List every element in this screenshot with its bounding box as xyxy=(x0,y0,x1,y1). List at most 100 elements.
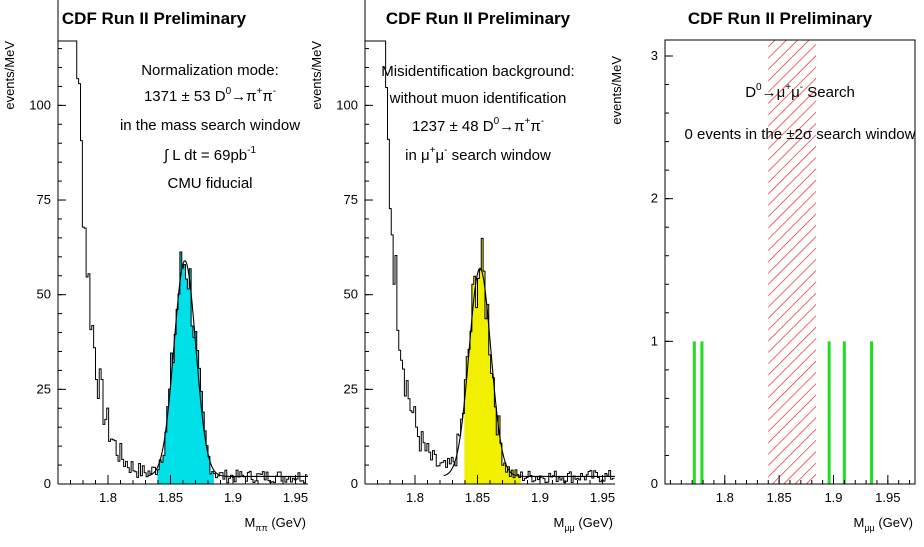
plot-title: CDF Run II Preliminary xyxy=(688,9,873,28)
signal-bin xyxy=(163,455,166,484)
signal-bin xyxy=(475,307,478,484)
signal-bin xyxy=(505,472,508,484)
y-tick-label: 3 xyxy=(651,48,658,63)
y-tick-label: 75 xyxy=(37,192,51,207)
y-tick-label: 1 xyxy=(651,333,658,348)
signal-bin xyxy=(168,389,171,484)
y-tick-label: 0 xyxy=(44,476,51,491)
annotation-line-4: in μ+μ- search window xyxy=(405,145,551,164)
signal-bin xyxy=(198,368,201,484)
x-tick-label: 1.95 xyxy=(283,490,308,505)
plot-panel-3: CDF Run II Preliminary events/MeV 0 1 2 3 1.8 1… xyxy=(609,9,916,533)
signal-bin xyxy=(200,391,203,484)
annotation-line-3: in the mass search window xyxy=(120,117,300,134)
signal-bin xyxy=(501,465,505,484)
signal-bin xyxy=(179,251,183,484)
x-tick-label: 1.8 xyxy=(716,490,734,505)
annotation-line-3: 1237 ± 48 D0→π+π- xyxy=(412,116,544,135)
y-tick-label: 25 xyxy=(344,381,358,396)
annotation-line-1: Normalization mode: xyxy=(141,62,279,79)
x-axis-label: Mμμ (GeV) xyxy=(853,515,913,533)
signal-bin xyxy=(509,476,512,484)
y-tick-label: 100 xyxy=(29,97,51,112)
signal-bin xyxy=(166,406,169,484)
signal-bin xyxy=(161,462,164,484)
signal-bin xyxy=(507,466,510,484)
signal-bin xyxy=(164,432,168,484)
signal-bin xyxy=(157,469,160,484)
signal-bin xyxy=(471,284,475,484)
y-tick-label: 25 xyxy=(37,381,51,396)
y-tick-label: 50 xyxy=(37,287,51,302)
signal-bin xyxy=(170,353,173,484)
signal-bin xyxy=(477,278,480,484)
plot-title: CDF Run II Preliminary xyxy=(62,9,247,28)
y-tick-label: 0 xyxy=(651,476,658,491)
signal-bin xyxy=(191,325,194,484)
signal-bin xyxy=(513,477,516,484)
x-tick-label: 1.85 xyxy=(766,490,791,505)
signal-bin xyxy=(185,279,188,484)
annotation-line-2: without muon identification xyxy=(389,90,567,107)
signal-bin xyxy=(498,415,501,484)
histogram-outline xyxy=(58,40,308,484)
y-axis-label: events/MeV xyxy=(609,56,624,125)
annotation-line-2: 1371 ± 53 D0→π+π- xyxy=(144,86,276,105)
y-tick-label: 50 xyxy=(344,287,358,302)
annotation-line-5: CMU fiducial xyxy=(167,175,252,192)
signal-bin xyxy=(174,334,177,484)
fit-curve xyxy=(443,267,615,477)
signal-bin xyxy=(181,268,184,484)
signal-bin xyxy=(204,430,207,484)
x-tick-label: 1.95 xyxy=(590,490,615,505)
x-tick-label: 1.9 xyxy=(824,490,842,505)
x-tick-label: 1.95 xyxy=(875,490,900,505)
signal-bin xyxy=(486,304,490,484)
signal-bin xyxy=(468,349,471,484)
annotation-line-2: 0 events in the ±2σ search window xyxy=(685,126,916,143)
x-tick-label: 1.9 xyxy=(531,490,549,505)
y-tick-label: 0 xyxy=(351,476,358,491)
x-axis-label: Mππ (GeV) xyxy=(244,515,306,533)
signal-bin xyxy=(187,288,190,484)
signal-bin xyxy=(500,443,503,484)
fit-curve xyxy=(147,260,308,477)
plot-panel-2: CDF Run II Preliminary events/MeV 0 25 50 75 1… xyxy=(309,0,615,533)
x-tick-label: 1.9 xyxy=(224,490,242,505)
signal-bin xyxy=(206,445,209,484)
signal-bin xyxy=(176,309,179,484)
annotation-line-4: ∫ L dt = 69pb-1 xyxy=(163,145,257,164)
annotation-line-1: Misidentification background: xyxy=(381,63,574,80)
annotation-line-1: D0→μ+μ- Search xyxy=(745,82,855,101)
signal-bin xyxy=(516,474,520,484)
signal-bin xyxy=(481,238,484,484)
signal-bin xyxy=(518,477,521,484)
signal-bin xyxy=(515,469,518,484)
plot-panel-1: CDF Run II Preliminary events/MeV 0 25 50 75 1… xyxy=(2,0,308,533)
signal-bin xyxy=(172,362,175,484)
signal-bin xyxy=(511,470,514,484)
search-window-band xyxy=(768,40,817,484)
x-axis-label: Mμμ (GeV) xyxy=(553,515,613,533)
signal-bin xyxy=(159,459,162,484)
signal-bin xyxy=(193,337,196,484)
plot-title: CDF Run II Preliminary xyxy=(386,9,571,28)
signal-bin xyxy=(483,271,486,484)
signal-bin xyxy=(196,350,199,484)
y-axis-label: events/MeV xyxy=(309,41,324,110)
signal-bin xyxy=(485,318,488,484)
signal-bin xyxy=(466,356,469,484)
y-tick-label: 2 xyxy=(651,191,658,206)
signal-bin xyxy=(208,456,211,484)
signal-bin xyxy=(479,269,482,484)
signal-bin xyxy=(194,331,198,484)
signal-bin xyxy=(503,462,506,484)
x-tick-label: 1.85 xyxy=(465,490,490,505)
y-axis-label: events/MeV xyxy=(2,41,17,110)
signal-bin xyxy=(490,373,493,484)
signal-bin xyxy=(209,473,213,484)
signal-bin xyxy=(473,276,476,484)
signal-bin xyxy=(488,354,491,484)
